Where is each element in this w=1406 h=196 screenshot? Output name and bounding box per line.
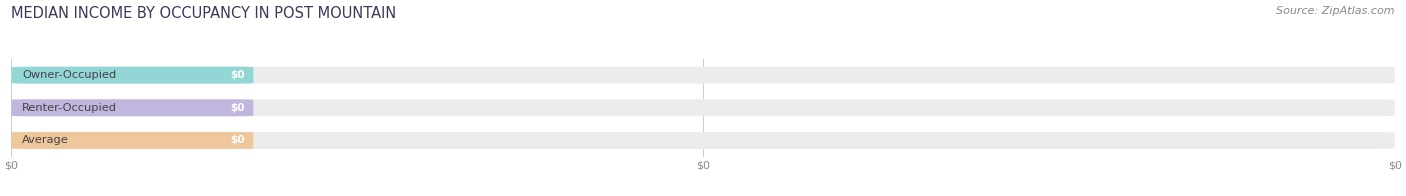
Text: Average: Average [22, 135, 69, 145]
FancyBboxPatch shape [11, 132, 253, 149]
FancyBboxPatch shape [11, 67, 253, 84]
Text: $0: $0 [231, 135, 245, 145]
Text: Owner-Occupied: Owner-Occupied [22, 70, 117, 80]
FancyBboxPatch shape [11, 99, 253, 116]
FancyBboxPatch shape [11, 99, 1395, 116]
Text: $0: $0 [231, 103, 245, 113]
Text: Renter-Occupied: Renter-Occupied [22, 103, 117, 113]
FancyBboxPatch shape [11, 132, 1395, 149]
Text: Source: ZipAtlas.com: Source: ZipAtlas.com [1277, 6, 1395, 16]
Text: $0: $0 [231, 70, 245, 80]
FancyBboxPatch shape [11, 67, 1395, 84]
Text: MEDIAN INCOME BY OCCUPANCY IN POST MOUNTAIN: MEDIAN INCOME BY OCCUPANCY IN POST MOUNT… [11, 6, 396, 21]
